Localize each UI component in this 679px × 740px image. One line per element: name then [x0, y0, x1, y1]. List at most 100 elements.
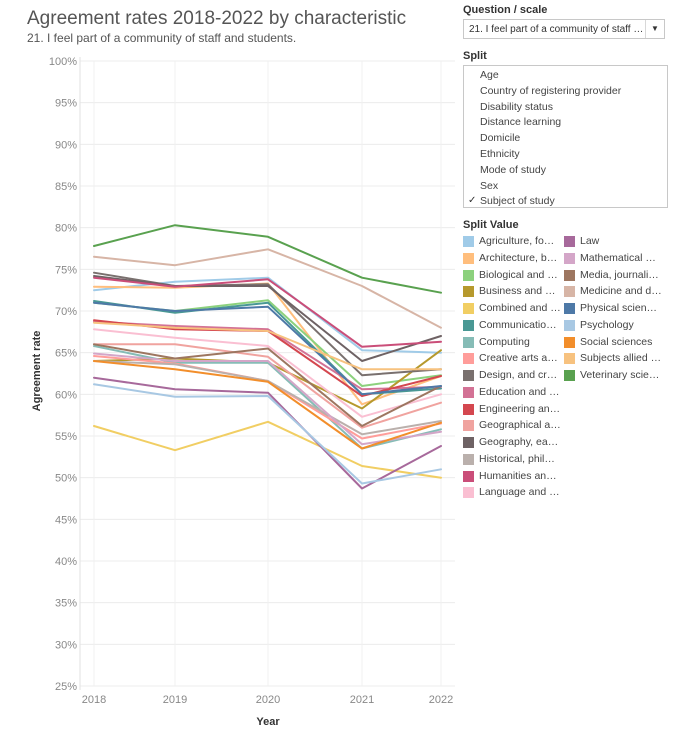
- series-line[interactable]: [93, 248, 442, 329]
- legend-label: Law: [580, 235, 600, 247]
- legend-item[interactable]: Law: [564, 233, 664, 249]
- legend-swatch: [564, 236, 575, 247]
- legend-item[interactable]: Veterinary scie…: [564, 367, 664, 383]
- question-heading: Question / scale: [463, 4, 548, 16]
- legend-label: Geographical a…: [479, 419, 561, 432]
- series-line[interactable]: [93, 383, 442, 485]
- split-option[interactable]: ✓ Subject of study: [464, 194, 664, 210]
- legend-label: Social sciences: [580, 335, 653, 348]
- legend-swatch: [564, 336, 575, 348]
- split-option-label: Disability status: [480, 100, 553, 113]
- series-line[interactable]: [93, 360, 442, 450]
- legend-item[interactable]: Creative arts a…: [463, 350, 563, 366]
- y-tick-label: 95%: [55, 98, 77, 110]
- split-option[interactable]: Ethnicity: [464, 147, 664, 163]
- series-line[interactable]: [93, 328, 442, 418]
- legend-label: Mathematical …: [580, 251, 656, 264]
- legend-label: Business and …: [479, 285, 556, 298]
- legend-swatch: [463, 353, 474, 365]
- series-lines: [93, 224, 442, 490]
- legend-label: Psychology: [580, 318, 634, 331]
- series-line[interactable]: [93, 376, 442, 490]
- legend-item[interactable]: Historical, phil…: [463, 451, 563, 467]
- series-line[interactable]: [93, 301, 442, 396]
- series-line[interactable]: [93, 321, 442, 371]
- split-option-label: Domicile: [480, 132, 521, 145]
- series-line[interactable]: [93, 420, 442, 479]
- series-line[interactable]: [93, 345, 442, 450]
- legend-swatch: [463, 453, 474, 465]
- series-line[interactable]: [93, 276, 442, 348]
- legend-label: Creative arts a…: [479, 352, 558, 365]
- series-line[interactable]: [93, 224, 442, 294]
- legend-swatch: [463, 370, 474, 381]
- chart-subtitle: 21. I feel part of a community of staff …: [27, 31, 297, 45]
- legend-label: Language and …: [479, 486, 560, 499]
- legend-item[interactable]: Education and …: [463, 384, 563, 400]
- line-chart: 25% 30% 35% 40% 45% 50% 55% 60% 65% 70% 75% 80% 85% 9…: [31, 56, 455, 728]
- legend-item[interactable]: Psychology: [564, 317, 664, 333]
- split-option[interactable]: Disability status: [464, 100, 664, 116]
- series-line[interactable]: [93, 271, 442, 377]
- question-dropdown[interactable]: 21. I feel part of a community of staff …: [463, 19, 665, 39]
- legend-item[interactable]: Engineering an…: [463, 401, 563, 417]
- legend-item[interactable]: Medicine and d…: [564, 283, 664, 299]
- legend-item[interactable]: Media, journali…: [564, 267, 664, 283]
- legend-label: Design, and cre…: [479, 369, 561, 381]
- legend-swatch: [463, 470, 474, 482]
- split-option-label: Country of registering provider: [480, 84, 622, 97]
- split-option[interactable]: Sex: [464, 179, 664, 195]
- split-option[interactable]: Age: [464, 68, 664, 84]
- y-axis-title: Agreement rate: [31, 331, 43, 412]
- legend-item[interactable]: Business and …: [463, 283, 563, 299]
- legend-item[interactable]: Biological and …: [463, 267, 563, 283]
- legend-swatch: [564, 370, 575, 381]
- legend-item[interactable]: Agriculture, fo…: [463, 233, 563, 249]
- split-option-label: Ethnicity: [480, 148, 520, 160]
- split-listbox[interactable]: Age Country of registering provider Disabi…: [463, 65, 668, 208]
- legend-item[interactable]: Computing: [463, 334, 563, 350]
- legend-swatch: [564, 269, 575, 281]
- legend-item[interactable]: Subjects allied …: [564, 350, 664, 366]
- legend-item[interactable]: Combined and …: [463, 300, 563, 316]
- legend-swatch: [463, 286, 474, 298]
- legend-item[interactable]: Mathematical …: [564, 250, 664, 266]
- legend-swatch: [564, 252, 575, 264]
- series-line[interactable]: [93, 275, 442, 362]
- legend-label: Media, journali…: [580, 268, 659, 281]
- legend-item[interactable]: Social sciences: [564, 334, 664, 350]
- x-axis-title: Year: [256, 716, 280, 728]
- legend-item[interactable]: Geographical a…: [463, 417, 563, 433]
- question-dropdown-value: 21. I feel part of a community of staff …: [469, 24, 647, 35]
- series-line[interactable]: [93, 343, 442, 427]
- legend-label: Agriculture, fo…: [479, 235, 555, 247]
- split-option[interactable]: Mode of study: [464, 163, 664, 179]
- y-tick-label: 50%: [55, 473, 77, 485]
- gridlines: [79, 57, 455, 690]
- legend-item[interactable]: Language and …: [463, 484, 563, 500]
- legend-swatch: [463, 437, 474, 448]
- y-tick-label: 30%: [55, 639, 77, 651]
- split-option-label: Mode of study: [480, 163, 546, 176]
- split-option[interactable]: Domicile: [464, 131, 664, 147]
- legend-swatch: [463, 269, 474, 281]
- y-axis-ticks: 25% 30% 35% 40% 45% 50% 55% 60% 65% 70% 75% 80% 85% 9…: [49, 56, 77, 693]
- legend-item[interactable]: Design, and cre…: [463, 367, 563, 383]
- series-line[interactable]: [93, 343, 442, 429]
- chevron-down-icon[interactable]: ▼: [645, 20, 664, 38]
- legend-item[interactable]: Architecture, b…: [463, 250, 563, 266]
- legend-swatch: [564, 286, 575, 298]
- split-option[interactable]: Distance learning: [464, 115, 664, 131]
- legend-item[interactable]: Physical scienc…: [564, 300, 664, 316]
- split-option[interactable]: Country of registering provider: [464, 84, 664, 100]
- legend-item[interactable]: Geography, ear…: [463, 434, 563, 450]
- legend-label: Communicatio…: [479, 318, 557, 331]
- legend-label: Veterinary scie…: [580, 369, 660, 381]
- legend-swatch: [463, 386, 474, 398]
- chart-title: Agreement rates 2018-2022 by characteris…: [27, 8, 407, 29]
- legend-item[interactable]: Humanities an…: [463, 468, 563, 484]
- split-option-label: Distance learning: [480, 116, 562, 129]
- legend-label: Physical scienc…: [580, 302, 662, 314]
- legend-item[interactable]: Communicatio…: [463, 317, 563, 333]
- legend-swatch: [463, 336, 474, 348]
